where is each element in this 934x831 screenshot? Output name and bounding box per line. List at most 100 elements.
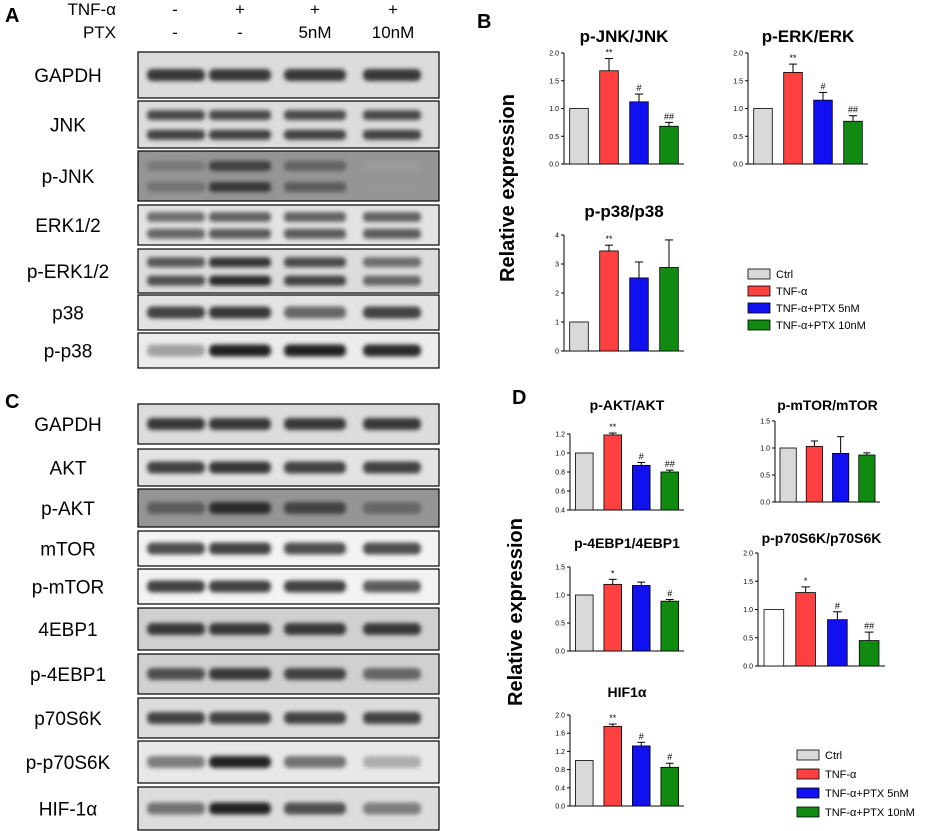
protein-band <box>147 129 205 140</box>
bar <box>603 434 622 511</box>
protein-band <box>147 161 205 171</box>
legend-swatch <box>747 268 771 280</box>
blot-label: GAPDH <box>34 415 102 436</box>
bar-chart: HIF1α 0.0 0.4 0.8 1.2 1.6 2.0 ** # # <box>555 684 684 811</box>
blot-row: mTOR <box>40 530 440 567</box>
protein-band <box>363 212 421 222</box>
bar <box>783 72 803 165</box>
chart-title: p-AKT/AKT <box>590 397 665 413</box>
bar <box>599 70 619 165</box>
protein-band <box>363 756 421 768</box>
protein-band <box>363 275 421 286</box>
protein-band <box>284 344 346 357</box>
blot-row: JNK <box>50 100 440 149</box>
protein-band <box>209 580 271 593</box>
significance-marker: # <box>639 452 644 462</box>
bar-chart: p-mTOR/mTOR 0.0 0.5 1.0 1.5 <box>760 397 880 507</box>
panel-letter-b: B <box>477 11 491 33</box>
bar <box>660 471 679 511</box>
protein-band <box>147 461 205 474</box>
y-tick-label: 1.5 <box>555 565 565 572</box>
protein-band <box>363 69 421 81</box>
bar <box>569 321 589 352</box>
blot-label: p-4EBP1 <box>30 665 106 686</box>
protein-band <box>284 275 346 286</box>
blot-row: GAPDH <box>34 51 440 99</box>
condition-name-ptx: PTX <box>83 23 116 42</box>
protein-band <box>363 712 421 724</box>
y-tick-label: 0.5 <box>733 134 743 141</box>
bar <box>660 766 679 807</box>
chart-title: p-p70S6K/p70S6K <box>762 530 882 546</box>
legend-swatch <box>747 285 771 297</box>
protein-band <box>147 623 205 635</box>
y-tick-label: 0.8 <box>555 470 565 477</box>
protein-band <box>147 306 205 319</box>
y-tick-label: 2.0 <box>555 713 565 720</box>
significance-marker: ## <box>665 459 675 469</box>
protein-band <box>147 182 205 192</box>
y-tick-label: 1.2 <box>555 432 565 439</box>
panel-b-ylabel: Relative expression <box>497 94 519 282</box>
y-tick-label: 0 <box>555 349 559 356</box>
protein-band <box>363 110 421 121</box>
protein-band <box>284 623 346 635</box>
y-tick-label: 1.0 <box>743 607 753 614</box>
significance-marker: * <box>611 568 615 578</box>
protein-band <box>209 69 271 81</box>
blot-row: p38 <box>52 294 440 331</box>
protein-band <box>363 257 421 268</box>
chart-title: p-mTOR/mTOR <box>777 397 878 413</box>
blot-label: ERK1/2 <box>35 216 100 237</box>
bar <box>659 125 679 165</box>
protein-band <box>363 161 421 171</box>
bar <box>763 609 785 667</box>
y-tick-label: 0.6 <box>555 489 565 496</box>
y-tick-label: 1.2 <box>555 749 565 756</box>
protein-band <box>284 502 346 514</box>
y-tick-label: 1 <box>555 320 559 327</box>
protein-band <box>147 542 205 555</box>
blot-row: p-AKT <box>41 488 440 528</box>
condition-value: - <box>172 0 178 19</box>
blot-label: 4EBP1 <box>38 620 97 641</box>
y-tick-label: 0.0 <box>743 664 753 671</box>
significance-marker: # <box>639 731 644 741</box>
protein-band <box>284 461 346 474</box>
chart-title: p-ERK/ERK <box>762 27 855 46</box>
bar <box>858 640 880 667</box>
protein-band <box>147 418 205 430</box>
significance-marker: ** <box>609 422 617 432</box>
y-tick-label: 1.5 <box>743 579 753 586</box>
condition-value: - <box>172 23 178 42</box>
bar <box>629 277 649 352</box>
blot-row: p-JNK <box>42 150 440 202</box>
condition-value: - <box>237 23 243 42</box>
y-tick-label: 1.0 <box>555 451 565 458</box>
y-tick-label: 0.0 <box>549 162 559 169</box>
protein-band <box>147 712 205 724</box>
protein-band <box>363 129 421 140</box>
significance-marker: ## <box>664 111 674 121</box>
condition-value: + <box>310 0 320 19</box>
protein-band <box>284 712 346 724</box>
bar <box>660 600 679 652</box>
protein-band <box>209 257 271 268</box>
blot-row: HIF-1α <box>39 786 440 831</box>
bar <box>832 452 850 503</box>
protein-band <box>284 668 346 680</box>
western-blots-panel-c: GAPDH AKT p-AKT mTOR p-mTOR 4EBP1 p-4EBP1 p70S6… <box>26 403 440 831</box>
panel-d-ylabel: Relative expression <box>505 518 527 706</box>
y-tick-label: 0.4 <box>555 508 565 515</box>
y-tick-label: 1.5 <box>760 419 770 426</box>
protein-band <box>209 161 271 171</box>
blot-label: HIF-1α <box>39 800 98 821</box>
protein-band <box>284 161 346 171</box>
protein-band <box>147 580 205 593</box>
blot-label: p-ERK1/2 <box>27 262 109 283</box>
y-tick-label: 3 <box>555 262 559 269</box>
blot-label: p-p38 <box>44 342 93 363</box>
protein-band <box>363 502 421 514</box>
